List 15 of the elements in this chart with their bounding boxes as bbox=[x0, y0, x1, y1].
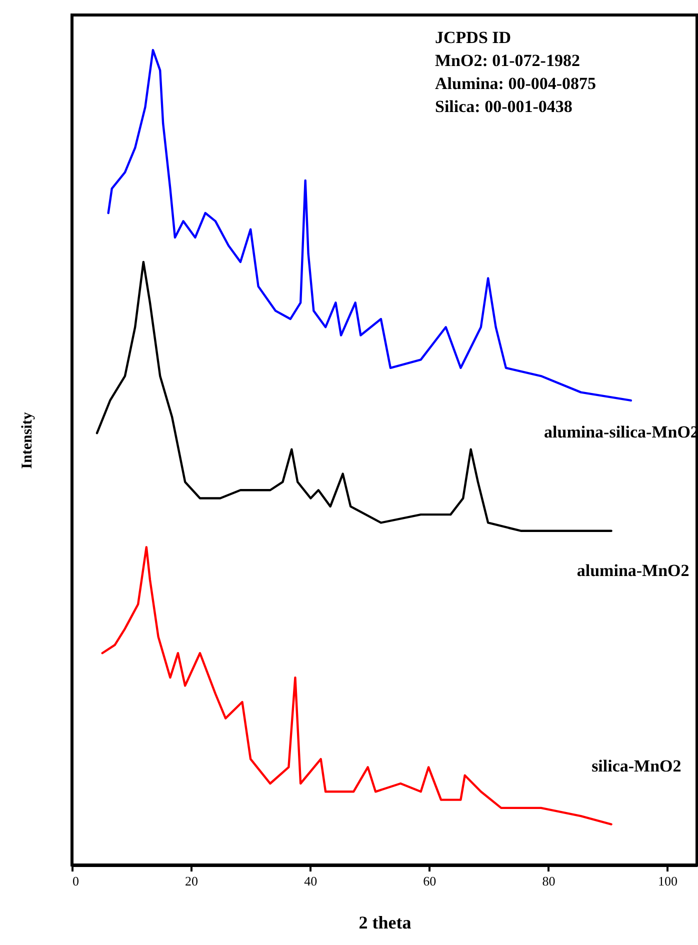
x-axis-title: 2 theta bbox=[358, 912, 412, 932]
annotation: Alumina: 00-004-0875 bbox=[435, 74, 596, 93]
series-label: alumina-silica-MnO2 bbox=[544, 422, 698, 442]
x-tick-label: 40 bbox=[304, 874, 318, 888]
annotation: Silica: 00-001-0438 bbox=[435, 97, 572, 116]
text: silica-MnO2 bbox=[592, 756, 682, 776]
x-tick-label: 20 bbox=[185, 874, 198, 888]
x-tick-label: 60 bbox=[423, 874, 436, 888]
y-axis-title: Intensity bbox=[20, 412, 36, 469]
x-tick-label: 100 bbox=[658, 874, 678, 888]
text: JCPDS ID bbox=[435, 28, 512, 47]
x-tick-label: 80 bbox=[542, 874, 556, 888]
x-tick-label: 0 bbox=[72, 874, 79, 888]
series-label: alumina-MnO2 bbox=[576, 560, 690, 580]
annotation: MnO2: 01-072-1982 bbox=[435, 51, 580, 70]
